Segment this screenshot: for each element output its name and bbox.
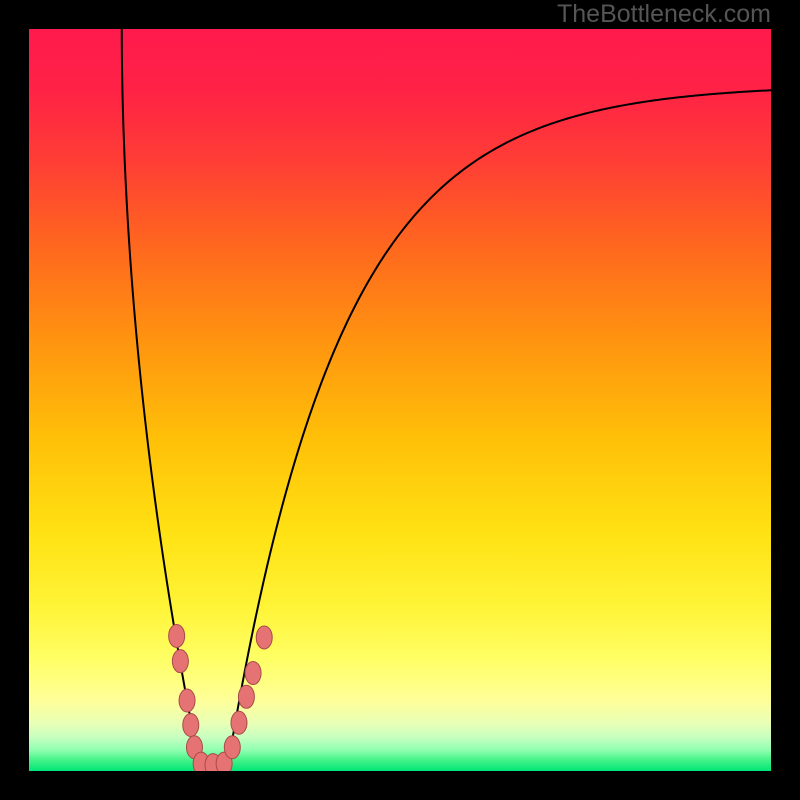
data-marker	[238, 685, 254, 708]
chart-root: TheBottleneck.com	[0, 0, 800, 800]
data-marker	[169, 624, 185, 647]
data-marker	[172, 650, 188, 673]
data-marker	[231, 711, 247, 734]
data-marker	[245, 662, 261, 685]
plot-area	[29, 29, 771, 771]
attribution-label: TheBottleneck.com	[557, 0, 771, 29]
gradient-background	[29, 29, 771, 771]
data-marker	[179, 689, 195, 712]
data-marker	[256, 626, 272, 649]
data-marker	[224, 736, 240, 759]
data-marker	[183, 713, 199, 736]
